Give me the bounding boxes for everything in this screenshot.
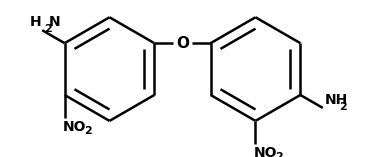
Text: H: H <box>30 15 42 29</box>
Text: NO: NO <box>254 146 277 157</box>
Text: 2: 2 <box>84 126 92 136</box>
Text: 2: 2 <box>339 102 347 112</box>
Text: 2: 2 <box>275 152 283 157</box>
Text: 2: 2 <box>45 24 52 34</box>
Text: O: O <box>176 36 189 51</box>
Text: NH: NH <box>324 93 348 107</box>
Text: N: N <box>49 15 60 29</box>
Text: NO: NO <box>63 120 86 134</box>
